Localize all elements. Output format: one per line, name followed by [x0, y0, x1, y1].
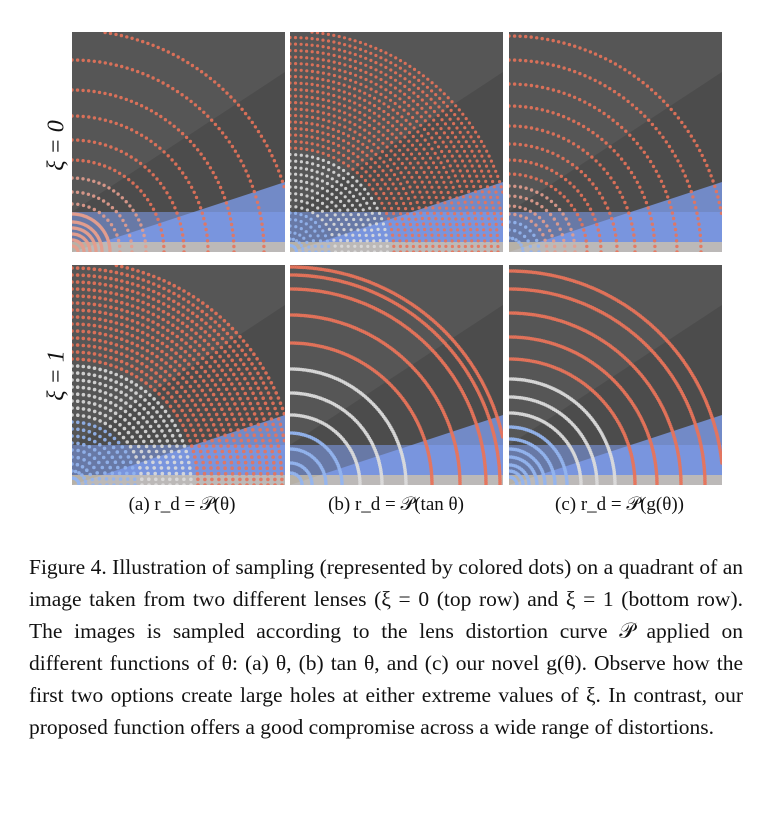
subcaption-a: (a) r_d = 𝒫(θ)	[128, 494, 236, 515]
panel-b-xi-0	[290, 32, 503, 252]
panel-b-xi-0-graphic	[290, 32, 503, 252]
panel-a-xi-1	[72, 265, 285, 485]
panel-c-xi-0-graphic	[509, 32, 722, 252]
panel-b-xi-1-graphic	[290, 265, 503, 485]
row-label-xi-0: ξ = 0	[43, 120, 70, 171]
subcaption-b: (b) r_d = 𝒫(tan θ)	[328, 494, 464, 515]
panel-a-xi-0-graphic	[72, 32, 285, 252]
figure-caption-text: Figure 4. Illustration of sampling (repr…	[29, 555, 743, 739]
row-label-xi-1: ξ = 1	[43, 350, 70, 401]
figure-caption: Figure 4. Illustration of sampling (repr…	[29, 551, 743, 743]
panel-b-xi-1	[290, 265, 503, 485]
panel-a-xi-0	[72, 32, 285, 252]
subcaption-c: (c) r_d = 𝒫(g(θ))	[555, 494, 684, 515]
panel-c-xi-1	[509, 265, 722, 485]
panel-a-xi-1-graphic	[72, 265, 285, 485]
panel-c-xi-1-graphic	[509, 265, 722, 485]
panel-c-xi-0	[509, 32, 722, 252]
